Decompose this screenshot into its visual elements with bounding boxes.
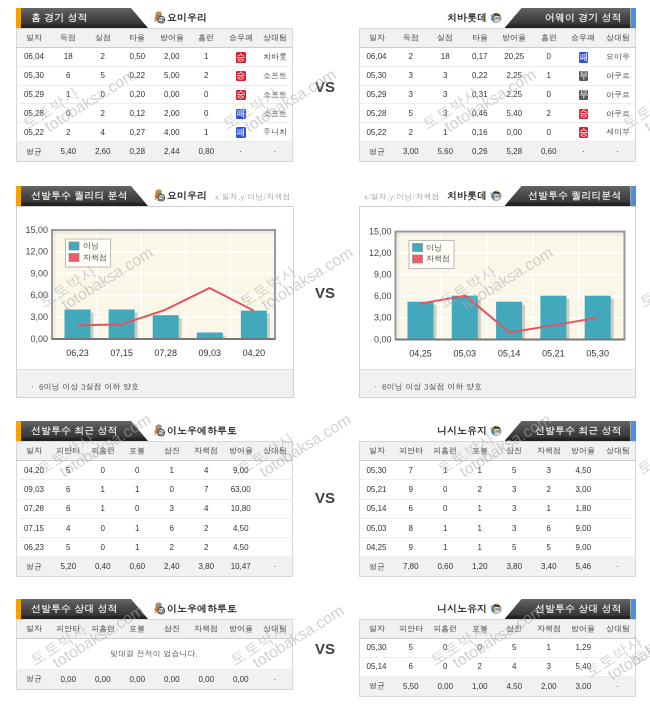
svg-text:15,00: 15,00: [25, 224, 48, 234]
svg-text:07,28: 07,28: [154, 348, 177, 358]
svg-text:6,00: 6,00: [373, 291, 391, 301]
svg-text:05,21: 05,21: [542, 348, 565, 358]
svg-text:07,15: 07,15: [110, 348, 133, 358]
svg-text:09,03: 09,03: [199, 348, 222, 358]
svg-text:05,14: 05,14: [497, 348, 520, 358]
svg-text:3,00: 3,00: [30, 312, 48, 322]
svg-text:04,25: 04,25: [409, 348, 432, 358]
svg-text:05,30: 05,30: [586, 348, 609, 358]
svg-text:9,00: 9,00: [30, 268, 48, 278]
svg-text:04,20: 04,20: [243, 348, 266, 358]
svg-text:12,00: 12,00: [25, 246, 48, 256]
svg-text:0,00: 0,00: [30, 333, 48, 343]
svg-text:0,00: 0,00: [373, 334, 391, 344]
svg-text:06,23: 06,23: [66, 348, 89, 358]
svg-text:9,00: 9,00: [373, 269, 391, 279]
svg-text:6,00: 6,00: [30, 290, 48, 300]
svg-text:05,03: 05,03: [453, 348, 476, 358]
svg-text:3,00: 3,00: [373, 312, 391, 322]
svg-text:15,00: 15,00: [368, 226, 391, 236]
svg-text:12,00: 12,00: [368, 247, 391, 257]
